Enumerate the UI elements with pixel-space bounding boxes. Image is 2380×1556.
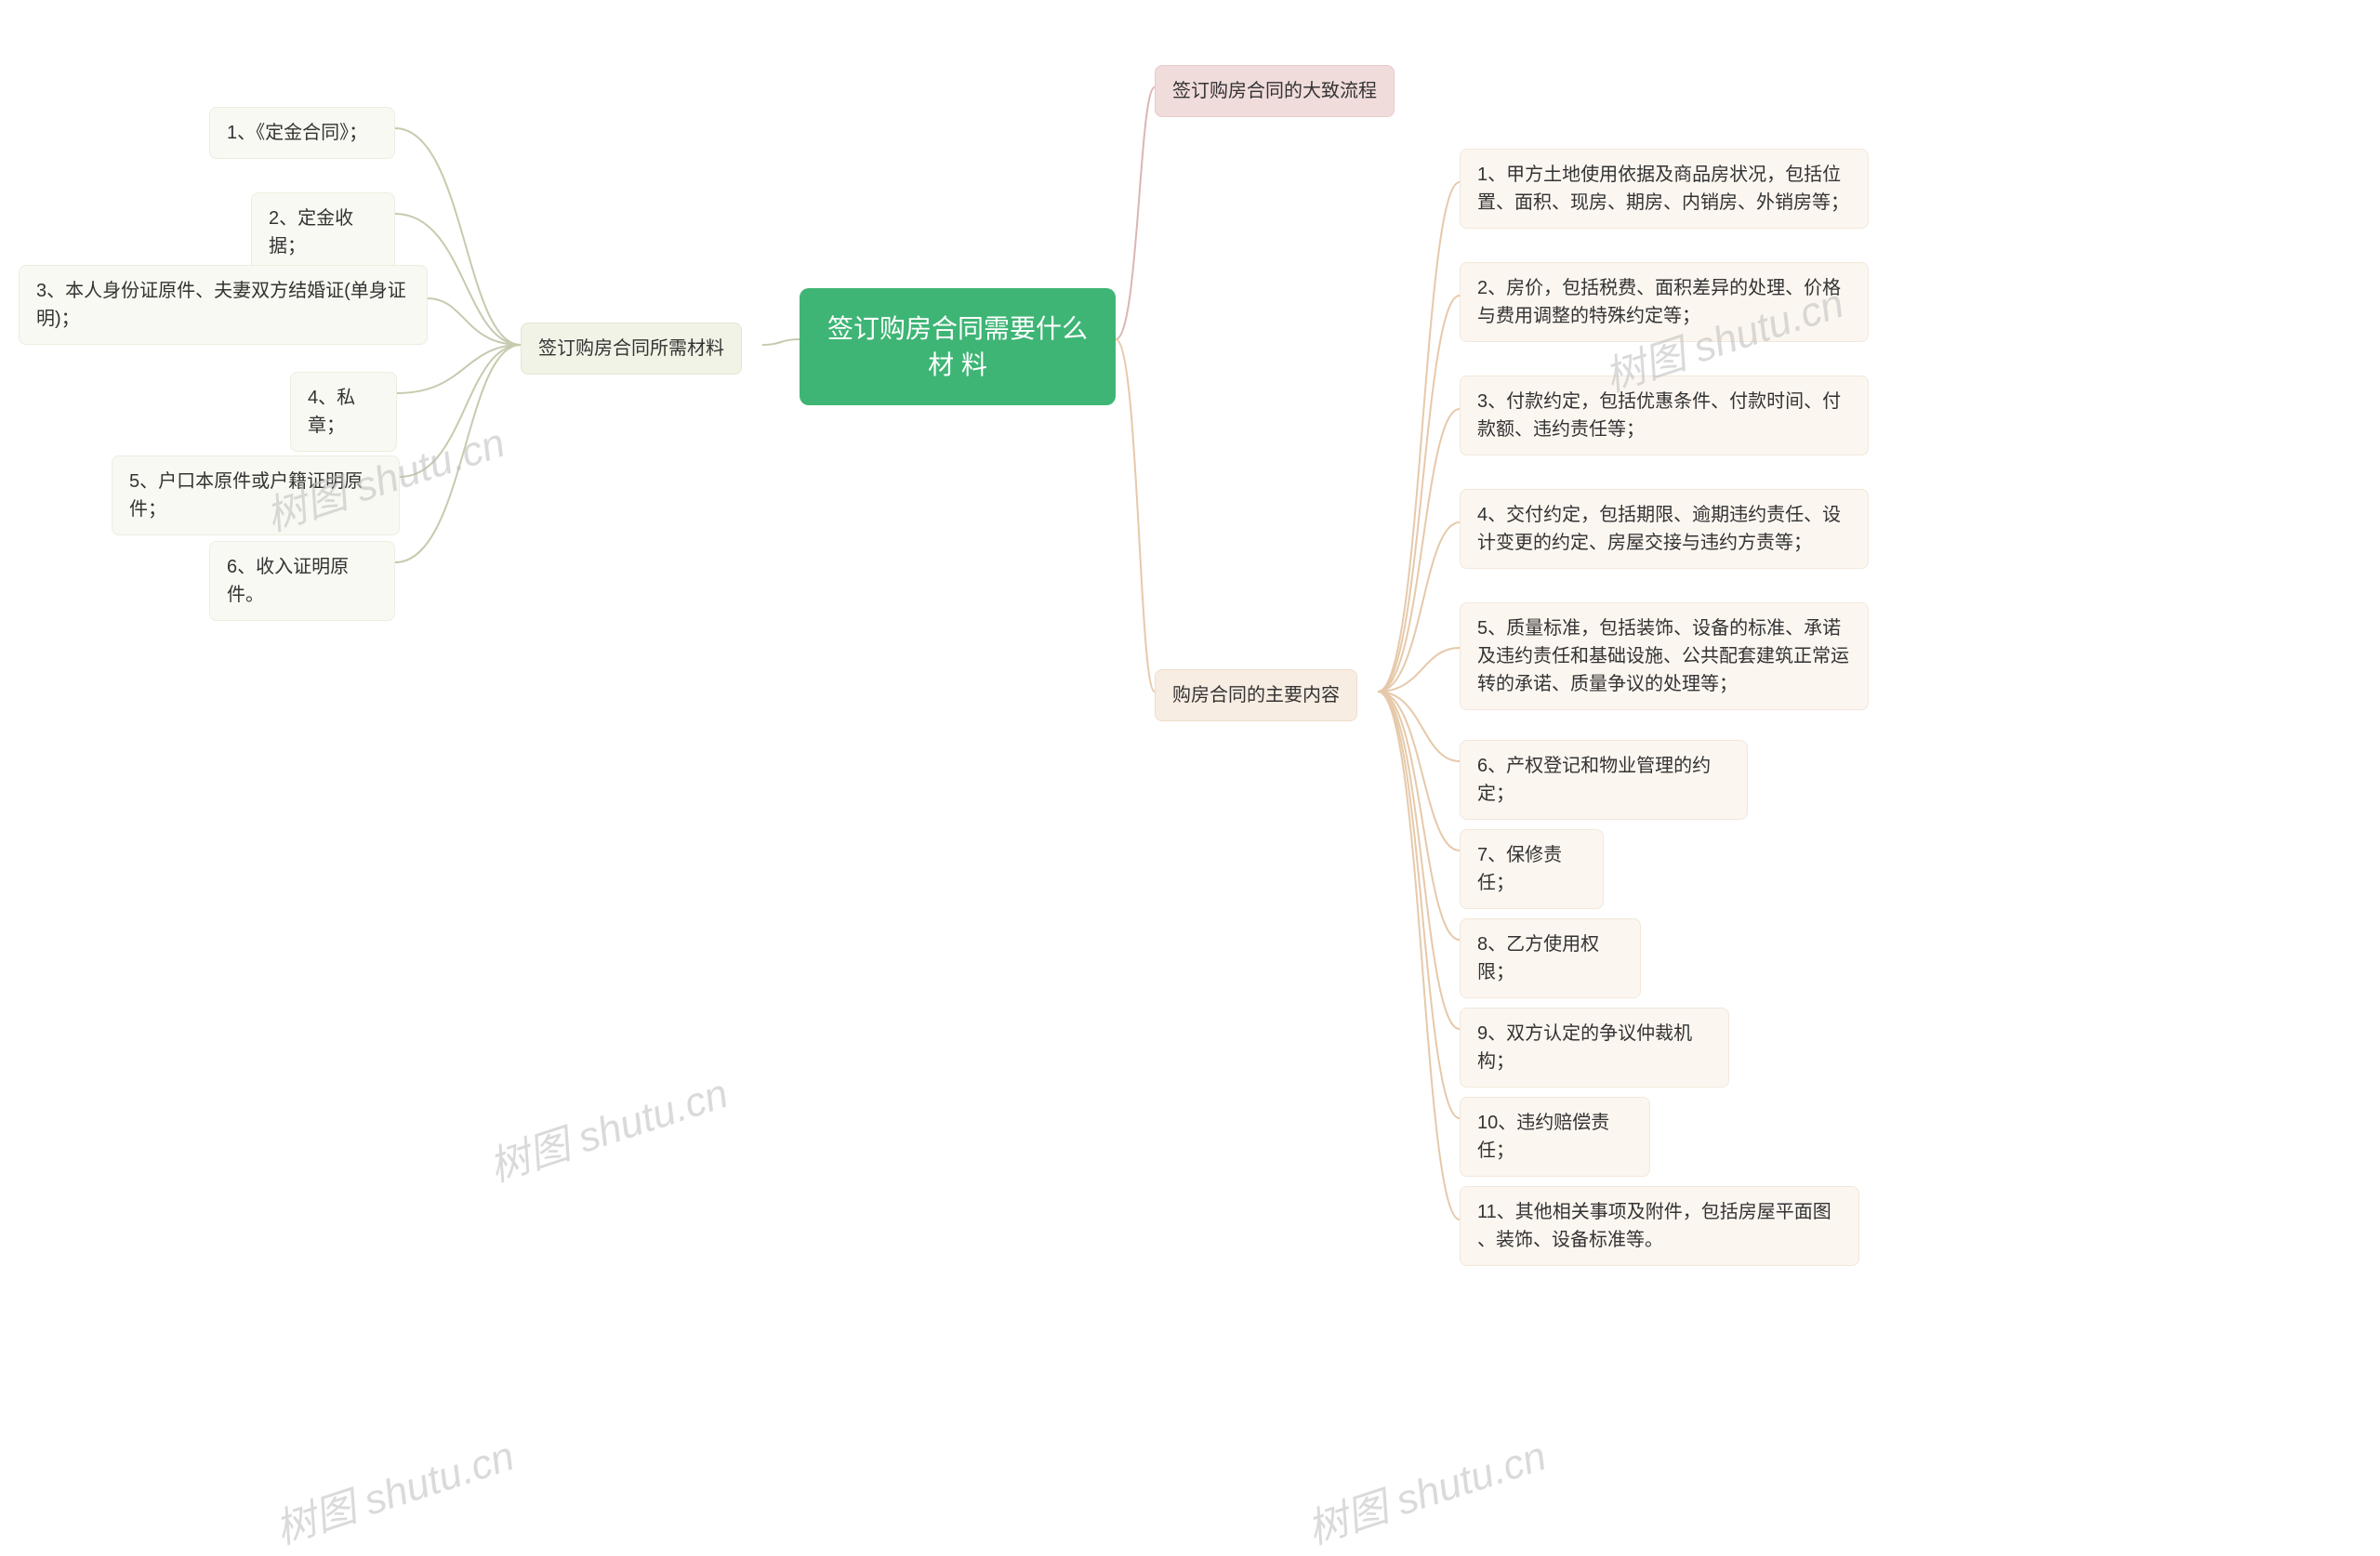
contents-leaf: 5、质量标准，包括装饰、设备的标准、承诺 及违约责任和基础设施、公共配套建筑正常… xyxy=(1460,602,1869,710)
contents-leaf: 10、违约赔偿责任； xyxy=(1460,1097,1650,1177)
materials-leaf: 2、定金收据； xyxy=(251,192,395,272)
root-text: 签订购房合同需要什么材 料 xyxy=(827,314,1088,379)
contents-leaf: 3、付款约定，包括优惠条件、付款时间、付 款额、违约责任等； xyxy=(1460,376,1869,455)
watermark: 树图 shutu.cn xyxy=(481,1060,734,1193)
contents-leaf: 4、交付约定，包括期限、逾期违约责任、设 计变更的约定、房屋交接与违约方责等； xyxy=(1460,489,1869,569)
contents-leaf: 6、产权登记和物业管理的约定； xyxy=(1460,740,1748,820)
materials-leaf: 4、私章； xyxy=(290,372,397,452)
materials-leaf: 6、收入证明原件。 xyxy=(209,541,395,621)
branch-contents: 购房合同的主要内容 xyxy=(1155,669,1357,721)
root-node: 签订购房合同需要什么材 料 xyxy=(800,288,1116,405)
materials-leaf: 5、户口本原件或户籍证明原件； xyxy=(112,455,400,535)
contents-leaf: 8、乙方使用权限； xyxy=(1460,918,1641,998)
contents-leaf: 2、房价，包括税费、面积差异的处理、价格 与费用调整的特殊约定等； xyxy=(1460,262,1869,342)
contents-leaf: 7、保修责任； xyxy=(1460,829,1604,909)
contents-leaf: 1、甲方土地使用依据及商品房状况，包括位 置、面积、现房、期房、内销房、外销房等… xyxy=(1460,149,1869,229)
branch-materials-label: 签订购房合同所需材料 xyxy=(538,338,724,359)
watermark: 树图 shutu.cn xyxy=(1299,1422,1553,1555)
branch-process-label: 签订购房合同的大致流程 xyxy=(1172,81,1377,101)
branch-contents-label: 购房合同的主要内容 xyxy=(1172,685,1340,705)
branch-process: 签订购房合同的大致流程 xyxy=(1155,65,1395,117)
contents-leaf: 9、双方认定的争议仲裁机构； xyxy=(1460,1008,1729,1088)
materials-leaf: 3、本人身份证原件、夫妻双方结婚证(单身证 明)； xyxy=(19,265,428,345)
branch-materials: 签订购房合同所需材料 xyxy=(521,323,742,375)
materials-leaf: 1、《定金合同》； xyxy=(209,107,395,159)
contents-leaf: 11、其他相关事项及附件，包括房屋平面图 、装饰、设备标准等。 xyxy=(1460,1186,1859,1266)
watermark: 树图 shutu.cn xyxy=(267,1422,521,1555)
